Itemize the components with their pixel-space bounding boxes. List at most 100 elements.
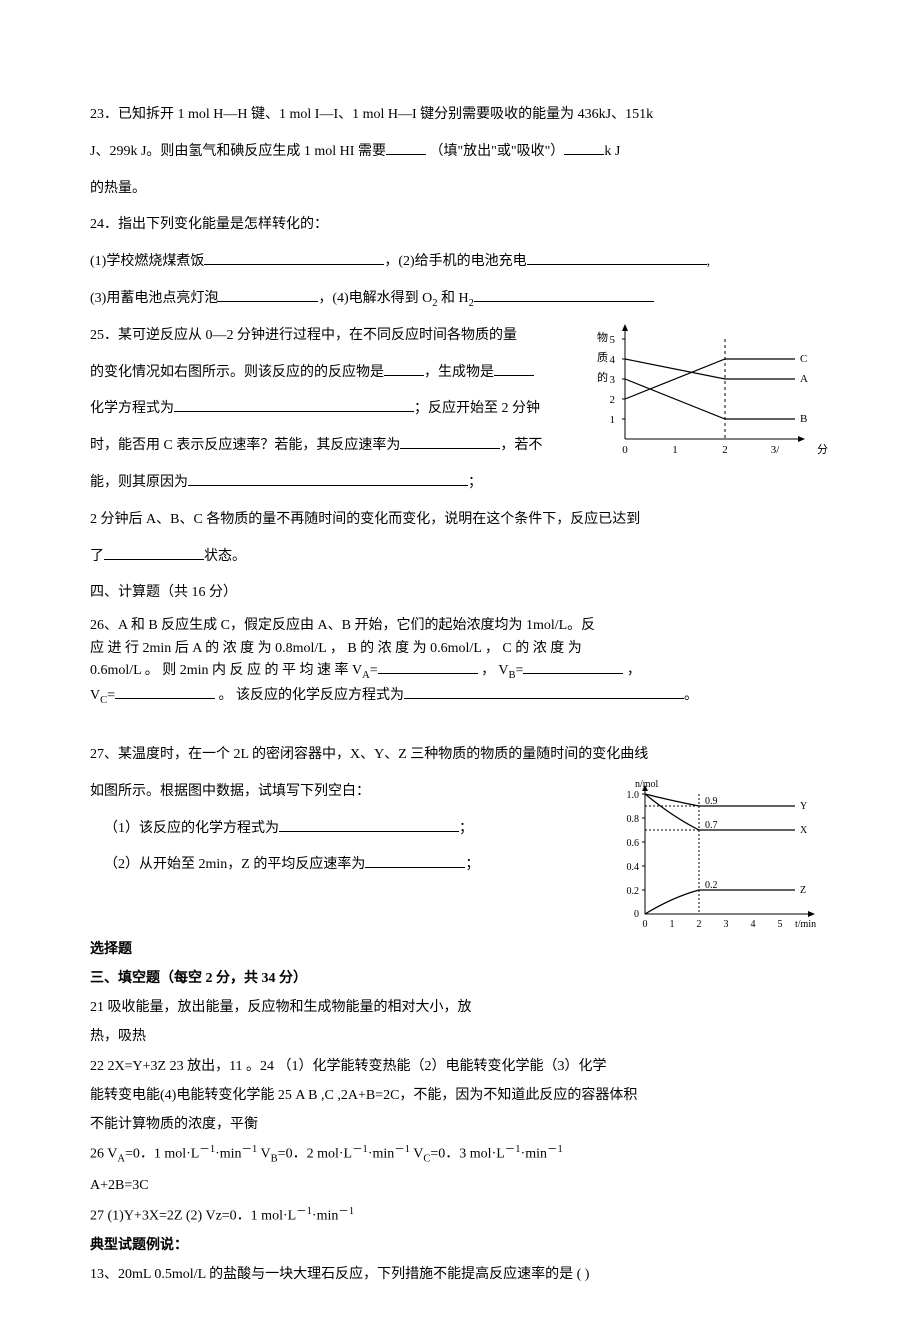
a26b: ·min <box>215 1147 241 1162</box>
a26dv: =0．3 mol·L <box>430 1147 504 1162</box>
q24-head: 24．指出下列变化能量是怎样转化的： <box>90 210 830 241</box>
q26-l4d: 。 <box>684 688 698 703</box>
q25-l2a: 的变化情况如右图所示。则该反应的的反应物是 <box>90 365 384 380</box>
q23-text-b: J、299k J。则由氢气和碘反应生成 1 mol HI 需要 <box>90 144 386 159</box>
q25-blank4[interactable] <box>400 435 500 449</box>
ytick-0-27: 0 <box>634 909 639 920</box>
q25-l2b: ，生成物是 <box>424 365 494 380</box>
answers-h3: 典型试题例说： <box>90 1233 830 1258</box>
q24-row1: (1)学校燃烧煤煮饭，(2)给手机的电池充电, <box>90 247 830 278</box>
q24-blank1[interactable] <box>204 251 384 265</box>
q27-l2: 如图所示。根据图中数据，试填写下列空白： <box>90 777 610 808</box>
q27-l3: （1）该反应的化学方程式为； <box>90 814 610 845</box>
a26av: =0．1 mol·L <box>125 1147 199 1162</box>
ans-22c: 不能计算物质的浓度，平衡 <box>90 1112 830 1137</box>
series-c-label: C <box>800 353 807 365</box>
series-z-line <box>645 890 795 914</box>
q25-l3a: 化学方程式为 <box>90 401 174 416</box>
q24-p2b: ，(4)电解水得到 O <box>318 291 432 306</box>
q26-l3a: 0.6mol/L 。 则 2min 内 反 应 的 平 均 速 率 V <box>90 663 362 678</box>
ylabel-1: 物 <box>597 330 608 344</box>
ylabel-2: 质 <box>597 351 608 364</box>
a26b3: ·min <box>521 1147 547 1162</box>
series-b-line <box>625 379 795 419</box>
q26-blank1[interactable] <box>378 660 478 674</box>
q25-blank6[interactable] <box>104 546 204 560</box>
ytick-2: 2 <box>610 394 616 406</box>
val-z: 0.2 <box>705 880 718 891</box>
xtick-1-27: 1 <box>670 919 675 930</box>
q24-blank2[interactable] <box>527 251 707 265</box>
q25-blank5[interactable] <box>188 472 468 486</box>
xtick-3: 3/ <box>771 444 781 456</box>
ans-26: 26 VA=0．1 mol·L－1·min－1 VB=0．2 mol·L－1·m… <box>90 1141 830 1169</box>
val-y: 0.9 <box>705 796 718 807</box>
ytick-04: 0.4 <box>627 862 640 873</box>
q26-l3e: ， <box>623 663 641 678</box>
a26b2: ·min <box>368 1147 394 1162</box>
q24-p2a: (3)用蓄电池点亮灯泡 <box>90 291 218 306</box>
a27b: ·min <box>312 1208 338 1223</box>
ytick-5: 5 <box>610 334 616 346</box>
answers-h2: 三、填空题（每空 2 分，共 34 分） <box>90 966 830 991</box>
q26-l4a: V <box>90 688 100 703</box>
series-y-line <box>645 794 795 806</box>
ans-13: 13、20mL 0.5mol/L 的盐酸与一块大理石反应，下列措施不能提高反应速… <box>90 1262 830 1287</box>
series-b-label: B <box>800 413 807 425</box>
q26-eq3: = <box>107 688 115 703</box>
a27a: 27 (1)Y+3X=2Z (2) Vz=0．1 mol·L <box>90 1208 296 1223</box>
xtick-5-27: 5 <box>778 919 783 930</box>
series-y-label: Y <box>800 801 807 812</box>
q27-blank2[interactable] <box>365 854 465 868</box>
q26-blank3[interactable] <box>115 685 215 699</box>
q23-blank2[interactable] <box>564 141 604 155</box>
ytick-10: 1.0 <box>627 790 640 801</box>
q25-l4: 时，能否用 C 表示反应速率？若能，其反应速率为 ，若不 <box>90 431 585 462</box>
q25-l4a: 时，能否用 C 表示反应速率？若能，其反应速率为 <box>90 438 400 453</box>
q23-unit: k J <box>604 144 620 159</box>
ytick-02: 0.2 <box>627 886 640 897</box>
q25-blank2[interactable] <box>494 362 534 376</box>
q25-l3: 化学方程式为 ；反应开始至 2 分钟 <box>90 394 585 425</box>
ylabel: n/mol <box>635 779 659 790</box>
q25-l7a: 了 <box>90 549 104 564</box>
a26c: V <box>257 1147 270 1162</box>
ans-26e: A+2B=3C <box>90 1173 830 1198</box>
ytick-1: 1 <box>610 414 616 426</box>
q25-l7: 了状态。 <box>90 542 830 573</box>
answers-h1: 选择题 <box>90 937 830 962</box>
q24-blank4[interactable] <box>474 288 654 302</box>
x-arrow-icon-27 <box>808 911 815 917</box>
q26-l3: 0.6mol/L 。 则 2min 内 反 应 的 平 均 速 率 VA= ， … <box>90 660 830 685</box>
xlabel-27: t/min <box>795 919 816 930</box>
q25-l4b: ，若不 <box>500 438 542 453</box>
q24-row2: (3)用蓄电池点亮灯泡，(4)电解水得到 O2 和 H2 <box>90 284 830 315</box>
xtick-1: 1 <box>672 444 678 456</box>
series-z-label: Z <box>800 885 806 896</box>
q25-blank3[interactable] <box>174 398 414 412</box>
q26-l4c: 。 该反应的化学反应方程式为 <box>215 688 404 703</box>
q27-l4a: （2）从开始至 2min，Z 的平均反应速率为 <box>104 857 365 872</box>
ylabel-3: 的 <box>597 370 608 384</box>
q26-blank4[interactable] <box>404 685 684 699</box>
q23-hint: （填"放出"或"吸收"） <box>429 144 564 159</box>
q26-l1: 26、A 和 B 反应生成 C，假定反应由 A、B 开始，它们的起始浓度均为 1… <box>90 615 830 637</box>
q25-blank1[interactable] <box>384 362 424 376</box>
q27-l4b: ； <box>465 857 479 872</box>
q24-blank3[interactable] <box>218 288 318 302</box>
q25-l5: 能，则其原因为； <box>90 468 830 499</box>
xtick-2: 2 <box>722 444 728 456</box>
q27-blank1[interactable] <box>279 818 459 832</box>
q23-blank1[interactable] <box>386 141 426 155</box>
chart-25: 物 质 的 1 2 3 4 5 0 1 <box>585 321 830 466</box>
q24-p1a: (1)学校燃烧煤煮饭 <box>90 254 204 269</box>
a26-pre: 26 V <box>90 1147 117 1162</box>
q26-blank2[interactable] <box>523 660 623 674</box>
chart-27: n/mol 0 0.2 0.4 0.6 0.8 1.0 <box>610 777 830 937</box>
a26d: V <box>410 1147 423 1162</box>
xtick-4-27: 4 <box>751 919 756 930</box>
q25-l5a: 能，则其原因为 <box>90 475 188 490</box>
xtick-0: 0 <box>622 444 628 456</box>
section-4-head: 四、计算题（共 16 分） <box>90 578 830 609</box>
q25-l3b: ；反应开始至 2 分钟 <box>414 401 540 416</box>
